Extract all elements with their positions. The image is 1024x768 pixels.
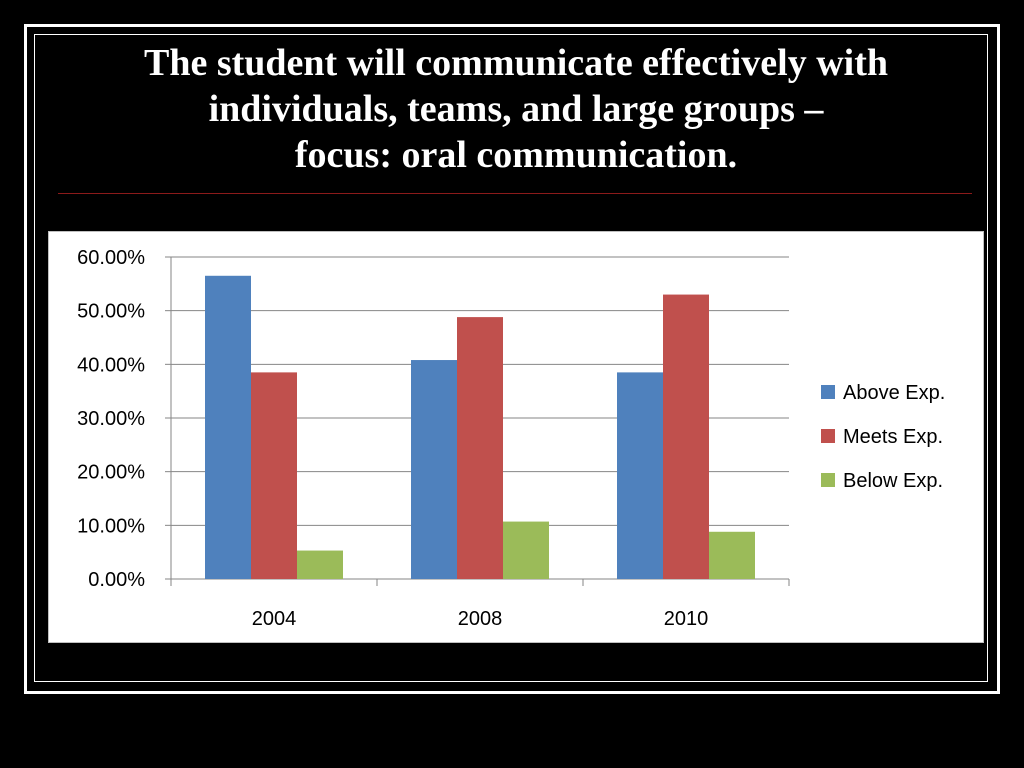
y-tick-label: 40.00% xyxy=(77,354,145,376)
y-tick-label: 0.00% xyxy=(88,569,145,591)
y-tick-label: 30.00% xyxy=(77,408,145,430)
x-category-label: 2008 xyxy=(458,608,503,630)
y-tick-label: 20.00% xyxy=(77,462,145,484)
bar-above-exp-2010 xyxy=(617,372,663,579)
bar-below-exp-2008 xyxy=(503,521,549,579)
legend-label: Below Exp. xyxy=(843,470,943,492)
slide-title-line-2: individuals, teams, and large groups – xyxy=(208,88,824,130)
bar-below-exp-2004 xyxy=(297,550,343,579)
slide-title: The student will communicate effectively… xyxy=(40,40,992,178)
bar-meets-exp-2010 xyxy=(663,294,709,579)
bar-meets-exp-2004 xyxy=(251,372,297,579)
bar-above-exp-2004 xyxy=(205,275,251,579)
legend-swatch xyxy=(821,385,835,399)
chart-area: 0.00% 10.00% 20.00% 30.00% 40.00% 50.00% 60.00… xyxy=(48,231,984,643)
y-tick-label: 10.00% xyxy=(77,515,145,537)
slide-inner-frame xyxy=(34,34,988,682)
legend-label: Above Exp. xyxy=(843,382,945,404)
slide-outer-frame xyxy=(24,24,1000,694)
bar-chart: 0.00% 10.00% 20.00% 30.00% 40.00% 50.00% 60.00… xyxy=(77,247,945,630)
legend-label: Meets Exp. xyxy=(843,426,943,448)
bar-above-exp-2008 xyxy=(411,360,457,579)
legend-swatch xyxy=(821,429,835,443)
x-category-label: 2004 xyxy=(252,608,297,630)
slide-title-line-1: The student will communicate effectively… xyxy=(143,42,889,84)
y-tick-label: 60.00% xyxy=(77,247,145,269)
bar-meets-exp-2008 xyxy=(457,317,503,579)
slide-title-line-3: focus: oral communication. xyxy=(294,134,738,176)
legend-swatch xyxy=(821,473,835,487)
y-tick-label: 50.00% xyxy=(77,301,145,323)
bar-below-exp-2010 xyxy=(709,531,755,579)
title-divider xyxy=(58,193,972,194)
x-category-label: 2010 xyxy=(664,608,709,630)
